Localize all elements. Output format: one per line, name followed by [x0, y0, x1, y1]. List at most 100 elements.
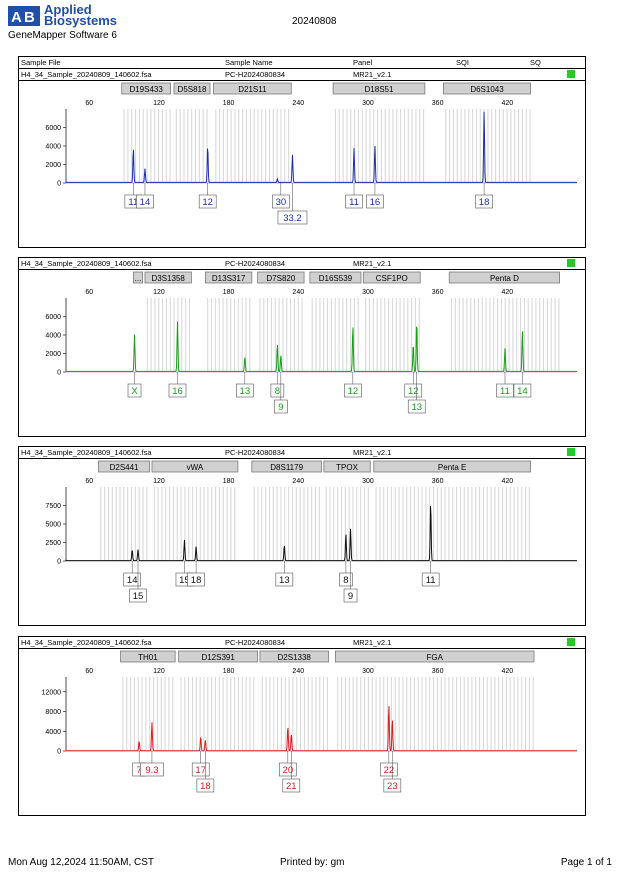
panel-sample-name: PC-H2024080834	[225, 70, 286, 79]
locus-label: Penta D	[490, 274, 519, 283]
locus-box	[335, 650, 535, 663]
x-tick-label: 300	[362, 668, 374, 675]
locus-box	[151, 460, 239, 473]
allele-label: 18	[200, 781, 211, 792]
allele-label: 12	[348, 386, 359, 397]
col-sample-name: Sample Name	[225, 58, 273, 67]
locus-label: D13S317	[212, 274, 246, 283]
allele-label: 30	[276, 197, 287, 208]
allele-label: 33.2	[283, 213, 302, 224]
y-tick-label: 5000	[45, 522, 61, 529]
allele-box	[496, 383, 514, 398]
panel-sample-file: H4_34_Sample_20240809_140602.fsa	[21, 259, 152, 268]
x-tick-label: 60	[85, 478, 93, 485]
locus-label: TPOX	[336, 463, 358, 472]
x-tick-label: 180	[223, 100, 235, 107]
x-tick-label: 120	[153, 289, 165, 296]
allele-box	[407, 399, 426, 414]
quality-ok-icon	[567, 70, 575, 78]
allele-label: 13	[279, 575, 290, 586]
allele-label: 16	[370, 197, 381, 208]
locus-label: D18S51	[365, 85, 394, 94]
locus-box	[213, 82, 292, 95]
x-tick-label: 300	[362, 289, 374, 296]
allele-box	[275, 572, 294, 587]
allele-label: 12	[408, 386, 419, 397]
allele-label: 9	[278, 402, 283, 413]
locus-label: D12S391	[201, 653, 235, 662]
allele-box	[404, 383, 423, 398]
locus-box	[121, 82, 171, 95]
y-tick-label: 0	[57, 749, 61, 756]
panel-title: H4_34_Sample_20240809_140602.fsa PC-H202…	[19, 69, 585, 81]
allele-box	[366, 194, 384, 209]
y-tick-label: 7500	[45, 503, 61, 510]
allele-label: 11	[349, 197, 359, 208]
quality-ok-icon	[567, 638, 575, 646]
allele-box	[129, 588, 147, 603]
locus-label: D5S818	[178, 85, 207, 94]
signal-trace	[65, 706, 577, 752]
allele-label: 18	[191, 575, 202, 586]
footer-page: Page 1 of 1	[560, 857, 612, 868]
allele-label: 22	[384, 765, 395, 776]
y-tick-label: 2500	[45, 540, 61, 547]
locus-box	[443, 82, 531, 95]
allele-label: 15	[133, 591, 144, 602]
y-tick-label: 0	[57, 181, 61, 188]
allele-label: 14	[517, 386, 528, 397]
allele-box	[344, 383, 362, 398]
locus-label: D3S1358	[152, 274, 186, 283]
panel-panel-name: MR21_v2.1	[353, 448, 392, 457]
col-sq: SQ	[530, 58, 541, 67]
panel-title: H4_34_Sample_20240809_140602.fsa PC-H202…	[19, 258, 585, 270]
allele-box	[380, 762, 398, 777]
allele-label: 13	[411, 402, 422, 413]
allele-box	[343, 588, 358, 603]
col-sample-file: Sample File	[21, 58, 61, 67]
allele-label: 18	[479, 197, 490, 208]
allele-box	[127, 383, 142, 398]
locus-box	[373, 460, 531, 473]
panel-green: H4_34_Sample_20240809_140602.fsa PC-H202…	[18, 257, 586, 437]
locus-box	[251, 460, 322, 473]
locus-label: D21S11	[238, 85, 267, 94]
x-tick-label: 240	[292, 289, 304, 296]
quality-ok-icon	[567, 448, 575, 456]
locus-box	[98, 460, 151, 473]
y-tick-label: 4000	[45, 333, 61, 340]
quality-ok-icon	[567, 259, 575, 267]
allele-label: 11	[500, 386, 510, 397]
allele-box	[421, 572, 440, 587]
allele-label: 11	[426, 575, 436, 586]
allele-box	[277, 210, 308, 225]
x-tick-label: 60	[85, 100, 93, 107]
allele-box	[136, 194, 154, 209]
signal-trace	[65, 505, 577, 562]
locus-label: CSF1PO	[376, 274, 408, 283]
signal-trace	[65, 321, 577, 373]
y-tick-label: 4000	[45, 729, 61, 736]
electropherogram-black: D2S441 vWA D8S1179 TPOX Penta E60 120 180 240 30…	[45, 460, 577, 603]
locus-label: D7S820	[266, 274, 295, 283]
allele-box	[168, 383, 187, 398]
locus-label: D16S539	[319, 274, 353, 283]
y-tick-label: 0	[57, 559, 61, 566]
x-tick-label: 240	[292, 100, 304, 107]
locus-box	[173, 82, 211, 95]
x-tick-label: 180	[223, 478, 235, 485]
panel-sample-file: H4_34_Sample_20240809_140602.fsa	[21, 638, 152, 647]
locus-label: D8S1179	[270, 463, 303, 472]
locus-box	[120, 650, 176, 663]
allele-box	[236, 383, 254, 398]
col-panel: Panel	[353, 58, 373, 67]
report-date: 20240808	[292, 16, 337, 27]
brand-line-2: Biosystems	[44, 13, 117, 28]
allele-box	[140, 762, 164, 777]
allele-label: 9.3	[145, 765, 158, 776]
allele-label: 21	[286, 781, 297, 792]
allele-label: 16	[172, 386, 183, 397]
panel-sample-file: H4_34_Sample_20240809_140602.fsa	[21, 448, 152, 457]
allele-label: 11	[128, 197, 138, 208]
panel-panel-name: MR21_v2.1	[353, 259, 392, 268]
